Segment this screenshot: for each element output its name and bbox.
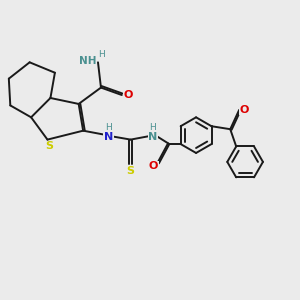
Text: NH: NH [79, 56, 96, 66]
Text: O: O [149, 161, 158, 171]
Text: H: H [98, 50, 105, 59]
Text: S: S [127, 166, 135, 176]
Text: O: O [240, 105, 249, 115]
Text: N: N [104, 132, 113, 142]
Text: H: H [150, 123, 156, 132]
Text: S: S [46, 141, 53, 151]
Text: H: H [105, 123, 112, 132]
Text: O: O [124, 90, 133, 100]
Text: N: N [148, 132, 158, 142]
